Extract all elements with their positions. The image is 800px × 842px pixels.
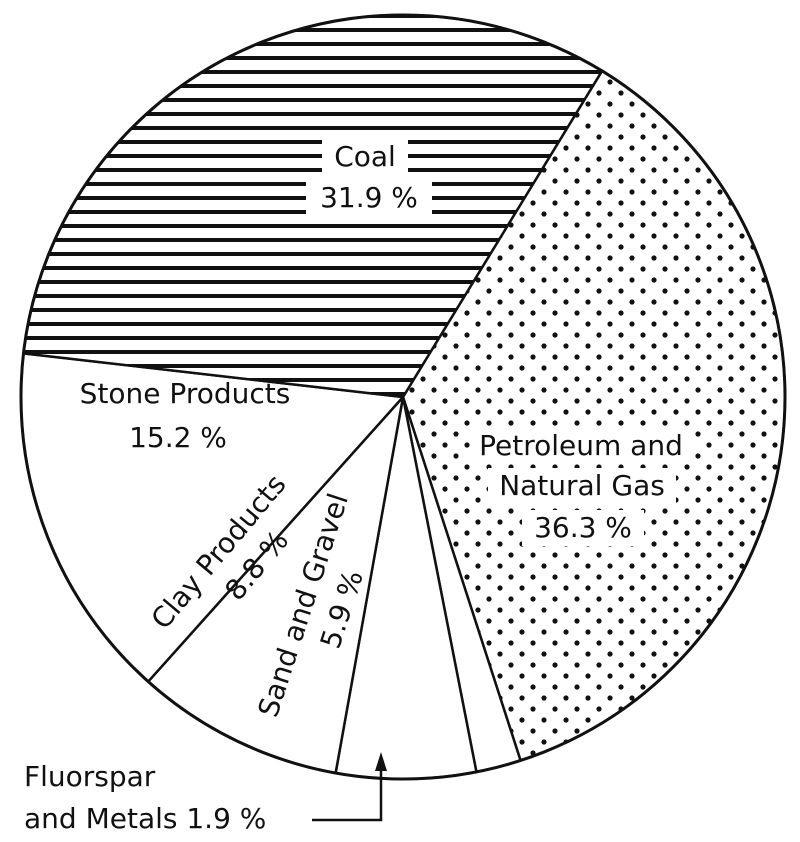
label-petroleum-value: 36.3 % xyxy=(534,511,632,544)
label-petroleum: Petroleum and Natural Gas 36.3 % xyxy=(470,428,692,546)
fluorspar-leader-line xyxy=(312,768,383,822)
label-petroleum-line1: Petroleum and xyxy=(479,429,683,462)
fluorspar-leader-arrow xyxy=(375,752,387,771)
label-fluorspar-line2: and Metals 1.9 % xyxy=(24,802,266,835)
label-petroleum-line2: Natural Gas xyxy=(499,469,665,502)
pie-outline xyxy=(19,13,787,781)
label-stone-value: 15.2 % xyxy=(129,421,227,454)
label-stone: Stone Products 15.2 % xyxy=(80,377,291,454)
label-fluorspar-line1: Fluorspar xyxy=(24,760,156,793)
label-coal-name: Coal xyxy=(334,140,396,173)
slices-group xyxy=(19,13,787,781)
label-coal: Coal 31.9 % xyxy=(306,140,432,214)
label-coal-value: 31.9 % xyxy=(320,181,418,214)
label-fluorspar: Fluorspar and Metals 1.9 % xyxy=(24,752,387,835)
label-stone-name: Stone Products xyxy=(80,377,291,410)
